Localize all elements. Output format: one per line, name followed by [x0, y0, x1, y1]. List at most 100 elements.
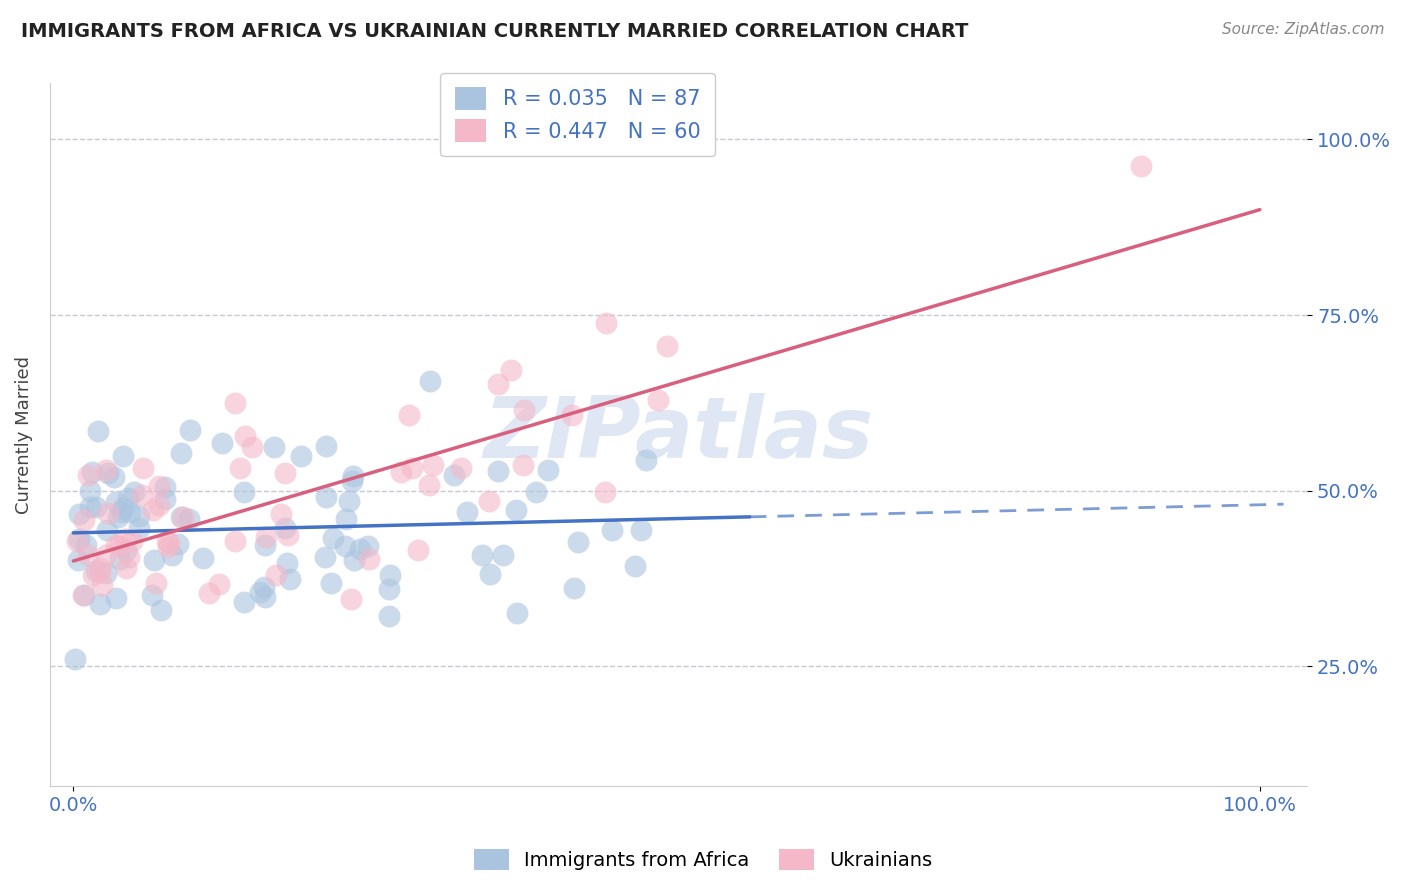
Point [564, 581, 586, 595]
Text: IMMIGRANTS FROM AFRICA VS UKRAINIAN CURRENTLY MARRIED CORRELATION CHART: IMMIGRANTS FROM AFRICA VS UKRAINIAN CURR… [21, 22, 969, 41]
Point [378, 609, 401, 624]
Point [471, 549, 494, 563]
Point [90, 578, 112, 592]
Point [153, 491, 176, 506]
Point [240, 440, 263, 454]
Point [486, 463, 509, 477]
Point [72, 588, 94, 602]
Point [340, 474, 363, 488]
Point [315, 491, 337, 505]
Point [276, 556, 298, 570]
Point [67, 552, 90, 566]
Point [342, 469, 364, 483]
Point [105, 495, 128, 509]
Point [419, 375, 441, 389]
Legend: R = 0.035   N = 87, R = 0.447   N = 60: R = 0.035 N = 87, R = 0.447 N = 60 [440, 72, 716, 156]
Point [290, 449, 312, 463]
Y-axis label: Currently Married: Currently Married [15, 356, 32, 514]
Point [456, 505, 478, 519]
Point [340, 591, 363, 606]
Point [115, 561, 138, 575]
Point [145, 576, 167, 591]
Point [595, 316, 617, 330]
Point [150, 603, 173, 617]
Point [122, 484, 145, 499]
Point [357, 551, 380, 566]
Point [172, 510, 194, 524]
Point [229, 461, 252, 475]
Point [111, 449, 134, 463]
Point [322, 531, 344, 545]
Point [378, 567, 401, 582]
Point [450, 461, 472, 475]
Point [593, 485, 616, 500]
Point [561, 408, 583, 422]
Point [1130, 159, 1153, 173]
Point [86, 425, 108, 439]
Point [121, 534, 143, 549]
Point [94, 566, 117, 580]
Point [141, 503, 163, 517]
Point [103, 470, 125, 484]
Point [80, 465, 103, 479]
Point [143, 553, 166, 567]
Point [335, 512, 357, 526]
Point [378, 582, 401, 596]
Point [110, 505, 132, 519]
Point [82, 568, 104, 582]
Point [349, 542, 371, 557]
Point [67, 532, 90, 546]
Point [567, 534, 589, 549]
Point [107, 510, 129, 524]
Point [636, 452, 658, 467]
Point [398, 408, 420, 422]
Point [274, 467, 297, 481]
Point [253, 538, 276, 552]
Point [314, 549, 336, 564]
Point [249, 585, 271, 599]
Point [208, 576, 231, 591]
Point [179, 423, 201, 437]
Point [63, 652, 86, 666]
Text: Source: ZipAtlas.com: Source: ZipAtlas.com [1222, 22, 1385, 37]
Point [264, 568, 287, 582]
Point [75, 538, 97, 552]
Point [270, 507, 292, 521]
Point [357, 539, 380, 553]
Point [315, 439, 337, 453]
Point [132, 461, 155, 475]
Point [647, 392, 669, 407]
Point [277, 528, 299, 542]
Point [623, 558, 645, 573]
Point [389, 466, 412, 480]
Point [160, 548, 183, 562]
Point [191, 550, 214, 565]
Point [79, 500, 101, 515]
Point [233, 485, 256, 500]
Point [505, 502, 527, 516]
Point [280, 573, 302, 587]
Point [115, 543, 138, 558]
Legend: Immigrants from Africa, Ukrainians: Immigrants from Africa, Ukrainians [465, 841, 941, 878]
Point [141, 588, 163, 602]
Point [104, 538, 127, 552]
Point [478, 566, 501, 581]
Point [97, 506, 120, 520]
Text: ZIPatlas: ZIPatlas [484, 393, 873, 476]
Point [274, 521, 297, 535]
Point [89, 597, 111, 611]
Point [478, 494, 501, 508]
Point [443, 468, 465, 483]
Point [77, 468, 100, 483]
Point [77, 548, 100, 562]
Point [600, 523, 623, 537]
Point [501, 362, 523, 376]
Point [630, 523, 652, 537]
Point [89, 560, 111, 574]
Point [254, 530, 277, 544]
Point [233, 429, 256, 443]
Point [337, 493, 360, 508]
Point [131, 488, 153, 502]
Point [263, 440, 285, 454]
Point [233, 595, 256, 609]
